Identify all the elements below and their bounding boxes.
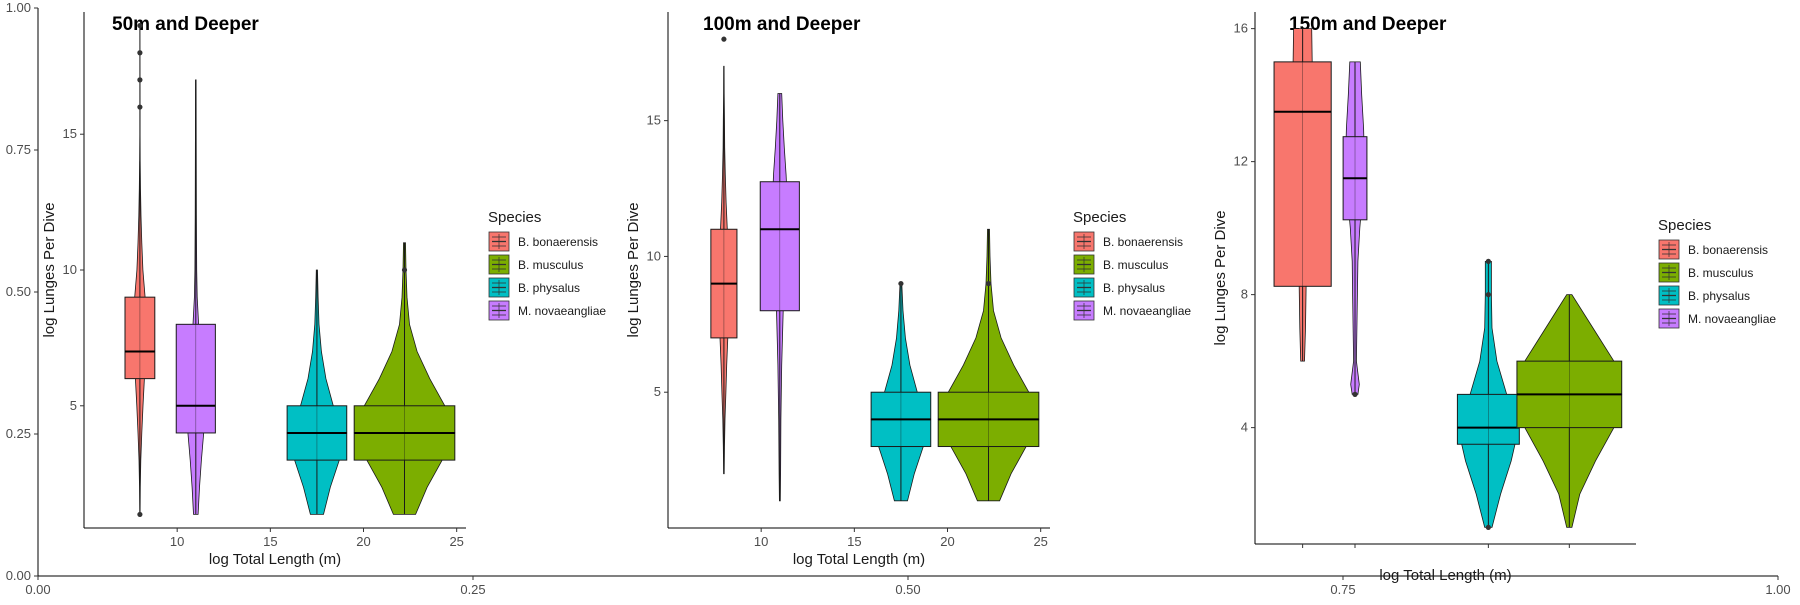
- panel-title: 100m and Deeper: [703, 14, 861, 35]
- series-b-bonaerensis: [710, 36, 738, 475]
- outlier-point: [401, 267, 408, 273]
- legend-label: B. bonaerensis: [1688, 243, 1768, 257]
- outlier-point: [1352, 391, 1358, 397]
- y-tick-label: 12: [1234, 154, 1248, 169]
- legend-title: Species: [1658, 217, 1711, 234]
- outer-y-tick-label: 0.50: [6, 284, 31, 299]
- outer-x-tick-label: 1.00: [1765, 582, 1790, 597]
- outlier-point: [985, 280, 992, 287]
- outlier-point: [137, 22, 143, 29]
- legend-entry: B. bonaerensis: [1073, 231, 1183, 252]
- panel-title: 50m and Deeper: [112, 14, 259, 35]
- series-m-novaeangliae: [175, 79, 216, 515]
- y-tick-label: 15: [63, 126, 77, 141]
- outer-axes: 0.00 0.25 0.50 0.75 1.00 0.00 0.25 0.50 0.75 1.00: [6, 0, 1791, 597]
- legend-label: B. physalus: [1688, 289, 1750, 303]
- panel-1: 5 10 15 10 15 20 25 log Total Length (m) log Lun…: [41, 12, 606, 568]
- legend-entry: B. musculus: [1658, 262, 1753, 283]
- outlier-point: [137, 50, 143, 56]
- outlier-point: [137, 104, 143, 110]
- y-tick-label: 16: [1234, 21, 1248, 36]
- legend-label: B. bonaerensis: [1103, 235, 1183, 249]
- y-tick-label: 5: [654, 384, 661, 399]
- legend-label: B. musculus: [1103, 258, 1168, 272]
- series-b-physalus: [1456, 258, 1520, 530]
- series-b-musculus: [1516, 294, 1623, 528]
- legend-label: B. physalus: [1103, 281, 1165, 295]
- series-b-musculus: [937, 228, 1040, 502]
- legend-entry: B. musculus: [1073, 254, 1168, 275]
- legend-entry: B. physalus: [1658, 285, 1750, 306]
- outer-x-tick-label: 0.25: [460, 582, 485, 597]
- x-tick-label: 20: [940, 534, 954, 549]
- outer-x-tick-label: 0.50: [895, 582, 920, 597]
- x-tick-label: 15: [847, 534, 861, 549]
- y-tick-label: 15: [647, 113, 661, 128]
- legend: Species B. bonaerensis B. musculus B. physa…: [1658, 217, 1776, 329]
- outlier-point: [1485, 292, 1491, 298]
- legend: Species B. bonaerensis B. musculus B. physa…: [488, 209, 606, 321]
- outlier-point: [898, 280, 904, 287]
- outer-x-tick-label: 0.00: [25, 582, 50, 597]
- x-axis-title: log Total Length (m): [1379, 567, 1511, 584]
- outlier-point: [1485, 524, 1491, 530]
- x-tick-label: 10: [170, 534, 184, 549]
- outer-x-tick-label: 0.75: [1330, 582, 1355, 597]
- series-b-bonaerensis: [1273, 28, 1332, 362]
- legend-title: Species: [1073, 209, 1126, 226]
- series-b-physalus: [870, 280, 932, 502]
- legend-entry: B. physalus: [1073, 277, 1165, 298]
- legend-label: B. physalus: [518, 281, 580, 295]
- x-tick-label: 25: [449, 534, 463, 549]
- legend-label: B. musculus: [518, 258, 583, 272]
- legend-entry: B. bonaerensis: [1658, 239, 1768, 260]
- series-b-physalus: [286, 269, 348, 515]
- legend-entry: M. novaeangliae: [1073, 300, 1191, 321]
- outlier-point: [721, 36, 727, 42]
- outlier-point: [137, 511, 143, 518]
- legend-entry: B. musculus: [488, 254, 583, 275]
- panel-title: 150m and Deeper: [1289, 14, 1447, 35]
- x-tick-label: 15: [263, 534, 277, 549]
- y-axis-title: log Lunges Per Dive: [41, 202, 58, 337]
- x-axis-title: log Total Length (m): [209, 551, 341, 568]
- legend-title: Species: [488, 209, 541, 226]
- legend-label: B. bonaerensis: [518, 235, 598, 249]
- legend-entry: M. novaeangliae: [1658, 308, 1776, 329]
- y-tick-label: 10: [647, 248, 661, 263]
- outer-y-tick-label: 0.25: [6, 426, 31, 441]
- x-axis-title: log Total Length (m): [793, 551, 925, 568]
- legend-label: M. novaeangliae: [1688, 312, 1776, 326]
- outer-y-tick-label: 0.75: [6, 142, 31, 157]
- x-tick-label: 25: [1033, 534, 1047, 549]
- panel-2: 5 10 15 10 15 20 25 log Total Length (m) log Lun…: [625, 12, 1191, 568]
- outer-y-tick-label: 0.00: [6, 568, 31, 583]
- y-tick-label: 10: [63, 262, 77, 277]
- y-tick-label: 8: [1241, 287, 1248, 302]
- series-m-novaeangliae: [759, 93, 800, 502]
- outer-y-tick-label: 1.00: [6, 0, 31, 15]
- legend: Species B. bonaerensis B. musculus B. physa…: [1073, 209, 1191, 321]
- series-b-musculus: [353, 242, 456, 515]
- y-axis-title: log Lunges Per Dive: [1212, 210, 1229, 345]
- legend-entry: B. physalus: [488, 277, 580, 298]
- legend-entry: M. novaeangliae: [488, 300, 606, 321]
- series-b-bonaerensis: [124, 22, 156, 518]
- outlier-point: [1485, 258, 1491, 264]
- x-tick-label: 10: [754, 534, 768, 549]
- outlier-point: [137, 77, 143, 83]
- legend-label: M. novaeangliae: [1103, 304, 1191, 318]
- legend-label: B. musculus: [1688, 266, 1753, 280]
- panel-3: 4 8 12 16 log Total Length (m) log Lunges Per…: [1212, 12, 1776, 584]
- y-tick-label: 4: [1241, 420, 1248, 435]
- series-m-novaeangliae: [1342, 61, 1368, 397]
- x-tick-label: 20: [356, 534, 370, 549]
- y-axis-title: log Lunges Per Dive: [625, 202, 642, 337]
- y-tick-label: 5: [70, 398, 77, 413]
- legend-label: M. novaeangliae: [518, 304, 606, 318]
- legend-entry: B. bonaerensis: [488, 231, 598, 252]
